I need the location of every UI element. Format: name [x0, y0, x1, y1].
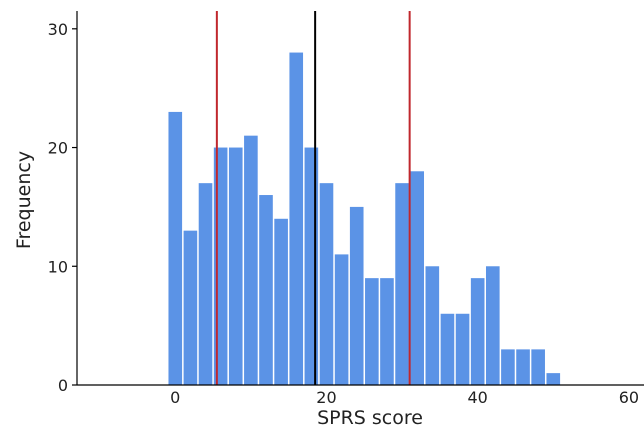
x-tick-label: 20 — [316, 388, 336, 407]
histogram-bar — [455, 313, 470, 385]
histogram-bar — [380, 278, 394, 385]
histogram-bar — [198, 183, 213, 385]
histogram-bar — [425, 266, 440, 385]
x-tick-label: 40 — [468, 388, 488, 407]
histogram-bar — [259, 195, 273, 385]
histogram-bar — [274, 218, 288, 385]
bars-group — [168, 52, 561, 386]
histogram-bar — [244, 135, 258, 385]
x-axis-title: SPRS score — [317, 407, 423, 429]
x-axis-ticks: 0 20 40 60 — [170, 388, 639, 407]
y-tick-label: 20 — [48, 139, 68, 158]
histogram-bar — [319, 183, 334, 385]
histogram-bar — [410, 171, 425, 385]
histogram-bar — [289, 52, 304, 386]
histogram-bar — [470, 278, 485, 385]
histogram-bar — [349, 206, 364, 385]
x-tick-label: 0 — [170, 388, 180, 407]
y-tick-label: 10 — [48, 257, 68, 276]
y-axis-ticks: 0 10 20 30 — [48, 20, 77, 395]
histogram-bar — [395, 183, 409, 385]
y-axis-title: Frequency — [13, 151, 35, 249]
histogram-bar — [365, 278, 379, 385]
histogram-bar — [485, 266, 500, 385]
y-tick-label: 30 — [48, 20, 68, 39]
histogram-bar — [440, 313, 455, 385]
histogram-bar — [546, 373, 561, 385]
histogram-bar — [501, 349, 515, 385]
histogram-bar — [334, 254, 349, 385]
histogram-bar — [228, 147, 243, 385]
x-tick-label: 60 — [619, 388, 639, 407]
histogram-bar — [183, 230, 198, 385]
y-tick-label: 0 — [58, 376, 68, 395]
histogram-bar — [516, 349, 530, 385]
reference-lines-group — [215, 11, 411, 385]
histogram-bar — [168, 111, 183, 386]
histogram-bar — [531, 349, 545, 385]
